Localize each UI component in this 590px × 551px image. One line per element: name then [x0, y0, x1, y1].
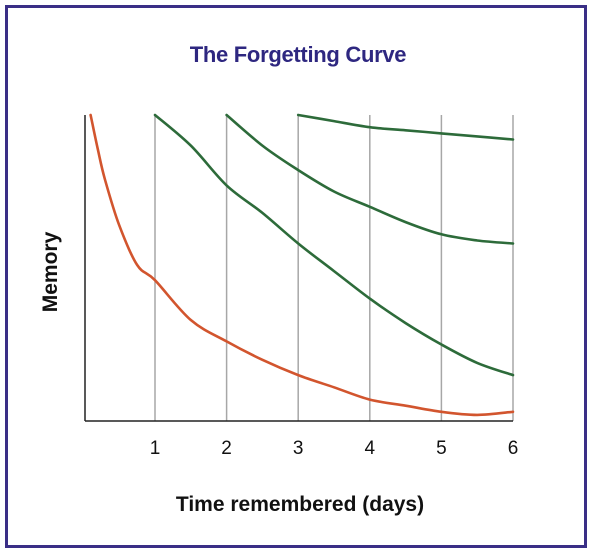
- x-tick-label-5: 5: [436, 438, 447, 459]
- x-tick-label-1: 1: [150, 438, 161, 459]
- series-group: [89, 113, 515, 417]
- curve-2: [153, 113, 515, 377]
- x-tick-label-2: 2: [221, 438, 232, 459]
- curve-1: [89, 113, 515, 417]
- x-tick-labels: 1 2 3 4 5 6: [150, 438, 519, 459]
- y-axis-title: Memory: [39, 231, 62, 312]
- chart-title: The Forgetting Curve: [189, 42, 407, 67]
- x-tick-label-6: 6: [508, 438, 519, 459]
- chart-frame: [5, 5, 587, 548]
- curve-3: [225, 113, 515, 245]
- x-tick-label-4: 4: [365, 438, 376, 459]
- curve-4: [296, 113, 515, 141]
- x-tick-label-3: 3: [293, 438, 304, 459]
- x-axis-title: Time remembered (days): [176, 493, 424, 516]
- vertical-gridlines: [154, 115, 514, 421]
